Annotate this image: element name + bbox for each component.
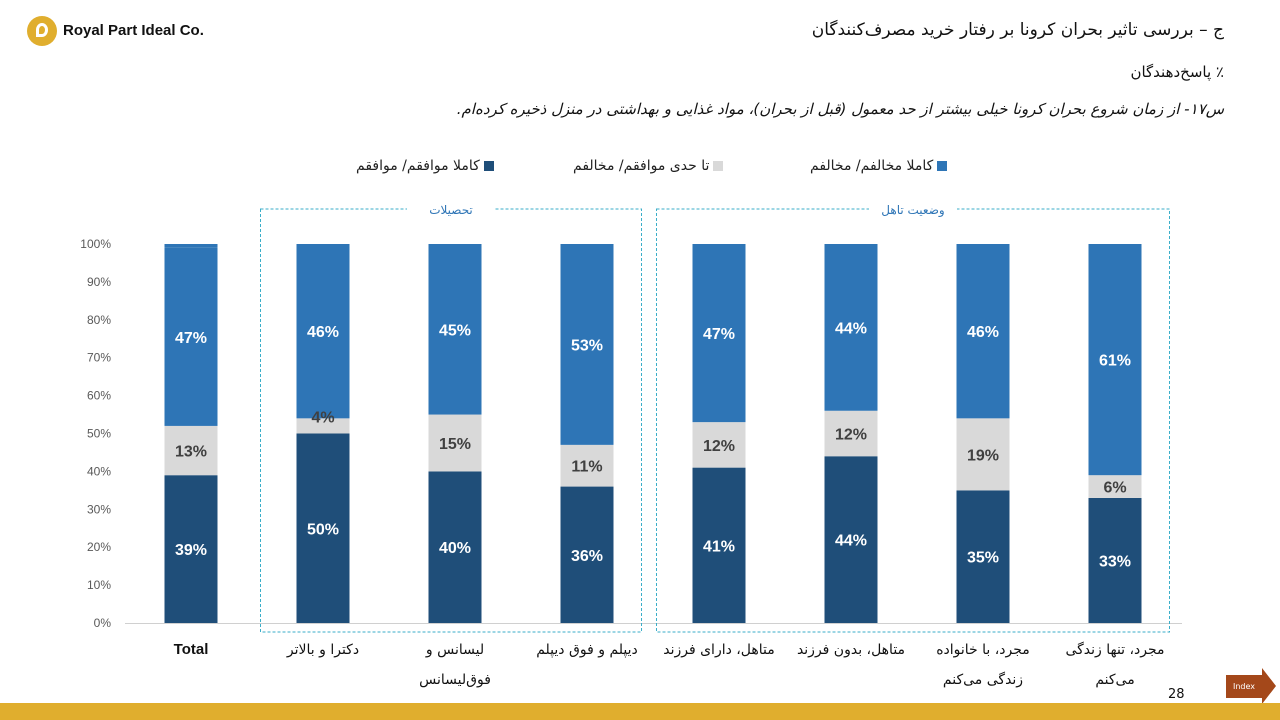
bar-segment-disagree-fill (164, 244, 218, 248)
y-tick-label: 40% (87, 464, 111, 478)
bar-segment-agree (1088, 497, 1142, 623)
legend-label-agree: کاملا موافقم/ موافقم (356, 158, 480, 174)
data-label-neutral: 13% (175, 444, 207, 461)
data-label-disagree: 47% (703, 326, 735, 343)
data-label-neutral: 11% (571, 459, 602, 476)
data-label-agree: 44% (835, 533, 867, 550)
data-label-disagree: 53% (571, 337, 603, 354)
data-label-agree: 35% (967, 550, 999, 567)
y-tick-label: 70% (87, 351, 111, 365)
bar-segment-disagree (956, 244, 1010, 419)
legend-swatch-disagree (937, 161, 948, 171)
y-tick-label: 0% (94, 616, 112, 630)
data-label-neutral: 6% (1103, 480, 1126, 497)
category-label: لیسانس و (425, 642, 484, 658)
bar-segment-disagree (824, 244, 878, 411)
group-label-0: تحصیلات (429, 203, 473, 217)
page-number: 28 (1168, 687, 1185, 702)
bar-segment-disagree (296, 244, 350, 419)
y-tick-label: 50% (87, 427, 111, 441)
legend-item-neutral: تا حدی موافقم/ مخالفم (573, 158, 724, 174)
y-tick-label: 20% (87, 540, 111, 554)
data-label-disagree: 46% (967, 324, 999, 341)
bar-segment-agree (956, 490, 1010, 623)
data-label-neutral: 15% (439, 436, 471, 453)
bar-segment-neutral (296, 418, 350, 434)
company-name: Royal Part Ideal Co. (63, 22, 204, 39)
bar-segment-disagree (560, 244, 614, 445)
bar-segment-neutral (824, 410, 878, 457)
category-label: Total (174, 641, 209, 658)
data-label-agree: 33% (1099, 553, 1131, 570)
bar-segment-neutral (428, 414, 482, 472)
bar-segment-disagree (164, 247, 218, 426)
category-label: مجرد، با خانواده (936, 642, 1030, 658)
bar-segment-neutral (956, 418, 1010, 491)
bottom-accent-bar (0, 703, 1280, 720)
bar-segment-neutral (164, 425, 218, 476)
data-label-disagree: 61% (1099, 353, 1131, 370)
legend-item-agree: کاملا موافقم/ موافقم (356, 158, 494, 174)
y-tick-label: 90% (87, 275, 111, 289)
index-button[interactable]: Index (1226, 675, 1262, 698)
data-label-agree: 36% (571, 548, 603, 565)
data-label-disagree: 46% (307, 324, 339, 341)
category-label: فوق‌لیسانس (419, 672, 491, 688)
group-label-background-0 (407, 201, 495, 217)
y-tick-label: 80% (87, 313, 111, 327)
bar-segment-neutral (560, 444, 614, 487)
bar-segment-agree (692, 467, 746, 623)
legend-label-disagree: کاملا مخالفم/ مخالفم (810, 158, 934, 174)
category-label: دکترا و بالاتر (286, 642, 359, 658)
legend-label-neutral: تا حدی موافقم/ مخالفم (573, 158, 710, 174)
bar-segment-disagree (428, 244, 482, 415)
data-label-disagree: 47% (175, 330, 207, 347)
category-label: متاهل، بدون فرزند (797, 642, 905, 658)
legend-item-disagree: کاملا مخالفم/ مخالفم (810, 158, 948, 174)
category-label: دیپلم و فوق دیپلم (536, 642, 638, 658)
data-label-agree: 50% (307, 521, 339, 538)
bar-segment-agree (164, 475, 218, 623)
legend-swatch-neutral (713, 161, 724, 171)
data-label-neutral: 12% (835, 427, 867, 444)
category-label: مجرد، تنها زندگی (1065, 641, 1164, 658)
bar-segment-disagree (1088, 244, 1142, 476)
data-label-agree: 39% (175, 542, 207, 559)
group-label-1: وضعیت تاهل (881, 203, 944, 218)
category-label: زندگی می‌کنم (943, 671, 1023, 688)
y-tick-label: 30% (87, 502, 111, 516)
y-tick-label: 10% (87, 578, 111, 592)
legend-swatch-agree (483, 161, 494, 171)
bar-segment-neutral (692, 422, 746, 468)
data-label-neutral: 4% (311, 409, 334, 426)
y-tick-label: 60% (87, 389, 111, 403)
y-tick-label: 100% (80, 237, 111, 251)
data-label-agree: 40% (439, 540, 471, 557)
index-arrow-icon[interactable] (1262, 668, 1276, 704)
data-label-disagree: 44% (835, 320, 867, 337)
data-label-neutral: 19% (967, 447, 999, 464)
bar-segment-agree (560, 486, 614, 623)
page-title: ج – بررسی تاثیر بحران کرونا بر رفتار خری… (811, 20, 1224, 40)
bar-segment-agree (824, 456, 878, 623)
bar-segment-neutral (1088, 475, 1142, 498)
category-label: می‌کنم (1095, 672, 1134, 688)
category-label: متاهل، دارای فرزند (663, 642, 775, 658)
data-label-agree: 41% (703, 538, 735, 555)
survey-question: س۱۷- از زمان شروع بحران کرونا خیلی بیشتر… (456, 100, 1224, 118)
bar-segment-agree (428, 471, 482, 623)
bar-segment-agree (296, 433, 350, 623)
data-label-disagree: 45% (439, 322, 471, 339)
page-subtitle: ٪ پاسخ‌دهندگان (1130, 63, 1224, 81)
bar-segment-disagree (692, 244, 746, 423)
company-logo (27, 16, 57, 46)
data-label-neutral: 12% (703, 438, 735, 455)
group-label-background-1 (869, 201, 957, 217)
